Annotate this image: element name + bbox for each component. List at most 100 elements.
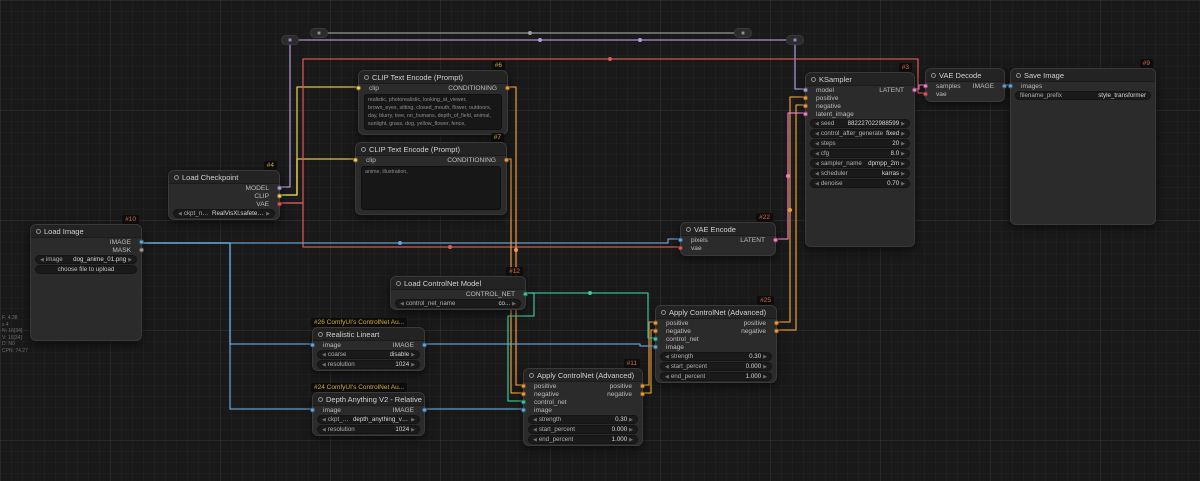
output-slot-negative[interactable]: negative (741, 328, 779, 335)
widget-sampler-name[interactable]: ◀ sampler_name dpmpp_2m ▶ (810, 159, 910, 168)
slot-dot[interactable] (803, 103, 808, 109)
widget-ckpt-name[interactable]: ◀ ckpt_name depth_anything_v2_vitl.pth ▶ (317, 415, 420, 424)
slot-dot[interactable] (505, 85, 510, 91)
input-slot-positive[interactable]: positive (653, 320, 688, 327)
arrow-right-icon[interactable]: ▶ (901, 130, 905, 137)
output-slot-image[interactable]: IMAGE (110, 239, 144, 246)
widget-strength[interactable]: ◀ strength 0.30 ▶ (660, 352, 772, 361)
widget-resolution[interactable]: ◀ resolution 1024 ▶ (317, 360, 420, 369)
reroute-node[interactable] (310, 28, 328, 38)
input-slot-control-net[interactable]: control_net (521, 399, 567, 406)
input-slot-negative[interactable]: negative (803, 103, 841, 110)
input-slot-image[interactable]: image (310, 407, 341, 414)
input-slot-control-net[interactable]: control_net (653, 336, 699, 343)
reroute-node[interactable] (786, 35, 804, 45)
input-slot-image[interactable]: image (521, 407, 552, 414)
node-load-image[interactable]: #10 Load Image IMAGE MASK ◀ image dog_an… (30, 215, 144, 341)
reroute-dot[interactable] (741, 31, 745, 35)
slot-dot[interactable] (277, 201, 282, 207)
widget-start-percent[interactable]: ◀ start_percent 0.000 ▶ (528, 425, 638, 434)
input-slot-clip[interactable]: clip (353, 157, 376, 164)
node-realistic-lineart[interactable]: #26 ComfyUI's ControlNet Au... Realistic… (310, 318, 427, 371)
node-vae-encode[interactable]: #22 VAE Encode pixels LATENT vae (678, 213, 778, 256)
widget-start-percent[interactable]: ◀ start_percent 0.000 ▶ (660, 362, 772, 371)
node-header[interactable]: Load Image (31, 225, 141, 238)
reroute-dot[interactable] (288, 38, 292, 42)
arrow-left-icon[interactable]: ◀ (533, 436, 537, 443)
input-slot-image[interactable]: image (653, 344, 684, 351)
node-ksampler[interactable]: #3 KSampler model LATENT positive negati… (803, 63, 917, 247)
slot-dot[interactable] (774, 328, 779, 334)
input-slot-model[interactable]: model (803, 87, 834, 94)
arrow-right-icon[interactable]: ▶ (629, 416, 633, 423)
arrow-right-icon[interactable]: ▶ (901, 120, 905, 127)
output-slot-latent[interactable]: LATENT (740, 237, 778, 244)
input-slot-latent-image[interactable]: latent_image (803, 111, 854, 118)
arrow-left-icon[interactable]: ◀ (400, 300, 404, 307)
output-slot-model[interactable]: MODEL (246, 185, 282, 192)
output-slot-conditioning[interactable]: CONDITIONING (448, 85, 510, 92)
slot-dot[interactable] (521, 407, 526, 413)
input-slot-image[interactable]: image (310, 342, 341, 349)
slot-dot[interactable] (912, 87, 917, 93)
arrow-left-icon[interactable]: ◀ (533, 416, 537, 423)
collapse-dot-icon[interactable] (364, 74, 369, 80)
widget-coarse[interactable]: ◀ coarse disable ▶ (317, 350, 420, 359)
output-slot-image[interactable]: IMAGE (973, 83, 1007, 90)
slot-dot[interactable] (923, 91, 928, 97)
arrow-left-icon[interactable]: ◀ (322, 426, 326, 433)
arrow-right-icon[interactable]: ▶ (629, 426, 633, 433)
widget-denoise[interactable]: ◀ denoise 0.70 ▶ (810, 179, 910, 188)
slot-dot[interactable] (653, 344, 658, 350)
arrow-right-icon[interactable]: ▶ (411, 426, 415, 433)
collapse-dot-icon[interactable] (529, 372, 534, 378)
node-header[interactable]: Apply ControlNet (Advanced) (656, 306, 776, 319)
arrow-left-icon[interactable]: ◀ (815, 180, 819, 187)
widget-control-net-name[interactable]: ◀ control_net_name co... ▶ (395, 299, 521, 308)
widget-cfg[interactable]: ◀ cfg 8.0 ▶ (810, 149, 910, 158)
slot-dot[interactable] (310, 342, 315, 348)
collapse-dot-icon[interactable] (36, 228, 41, 234)
node-header[interactable]: Depth Anything V2 - Relative (313, 393, 424, 406)
widget-control-after-generate[interactable]: ◀ control_after_generate fixed ▶ (810, 129, 910, 138)
widget-strength[interactable]: ◀ strength 0.30 ▶ (528, 415, 638, 424)
arrow-right-icon[interactable]: ▶ (763, 353, 767, 360)
node-header[interactable]: VAE Encode (681, 223, 775, 236)
collapse-dot-icon[interactable] (174, 174, 179, 180)
widget-image-filename[interactable]: ◀ image dog_anime_01.png ▶ (35, 255, 137, 264)
node-apply-controlnet-1[interactable]: #11 Apply ControlNet (Advanced) positive… (521, 359, 645, 446)
slot-dot[interactable] (640, 383, 645, 389)
arrow-left-icon[interactable]: ◀ (322, 361, 326, 368)
collapse-dot-icon[interactable] (686, 226, 691, 232)
node-header[interactable]: CLIP Text Encode (Prompt) (359, 71, 507, 84)
node-clip-text-encode-negative[interactable]: #7 CLIP Text Encode (Prompt) clip CONDIT… (353, 133, 509, 215)
collapse-dot-icon[interactable] (361, 146, 366, 152)
prompt-textarea[interactable]: realistic, photorealistic, looking_at_vi… (364, 94, 502, 130)
node-header[interactable]: Realistic Lineart (313, 328, 424, 341)
output-slot-positive[interactable]: positive (744, 320, 779, 327)
output-slot-negative[interactable]: negative (607, 391, 645, 398)
arrow-left-icon[interactable]: ◀ (665, 353, 669, 360)
slot-dot[interactable] (653, 336, 658, 342)
node-header[interactable]: VAE Decode (926, 69, 1004, 82)
slot-dot[interactable] (803, 111, 808, 117)
input-slot-images[interactable]: images (1008, 83, 1042, 90)
node-load-controlnet[interactable]: #12 Load ControlNet Model CONTROL_NET ◀ … (390, 267, 528, 310)
output-slot-latent[interactable]: LATENT (879, 87, 917, 94)
node-header[interactable]: Save Image (1011, 69, 1155, 82)
input-slot-negative[interactable]: negative (521, 391, 559, 398)
slot-dot[interactable] (139, 239, 144, 245)
node-header[interactable]: Apply ControlNet (Advanced) (524, 369, 642, 382)
input-slot-positive[interactable]: positive (521, 383, 556, 390)
slot-dot[interactable] (640, 391, 645, 397)
arrow-left-icon[interactable]: ◀ (533, 426, 537, 433)
collapse-dot-icon[interactable] (1016, 72, 1021, 78)
upload-button[interactable]: choose file to upload (35, 265, 137, 274)
arrow-right-icon[interactable]: ▶ (128, 256, 132, 263)
slot-dot[interactable] (422, 342, 427, 348)
reroute-dot[interactable] (317, 31, 321, 35)
slot-dot[interactable] (523, 291, 528, 297)
prompt-textarea[interactable]: anime, illustration, (361, 166, 501, 210)
node-header[interactable]: KSampler (806, 73, 914, 86)
